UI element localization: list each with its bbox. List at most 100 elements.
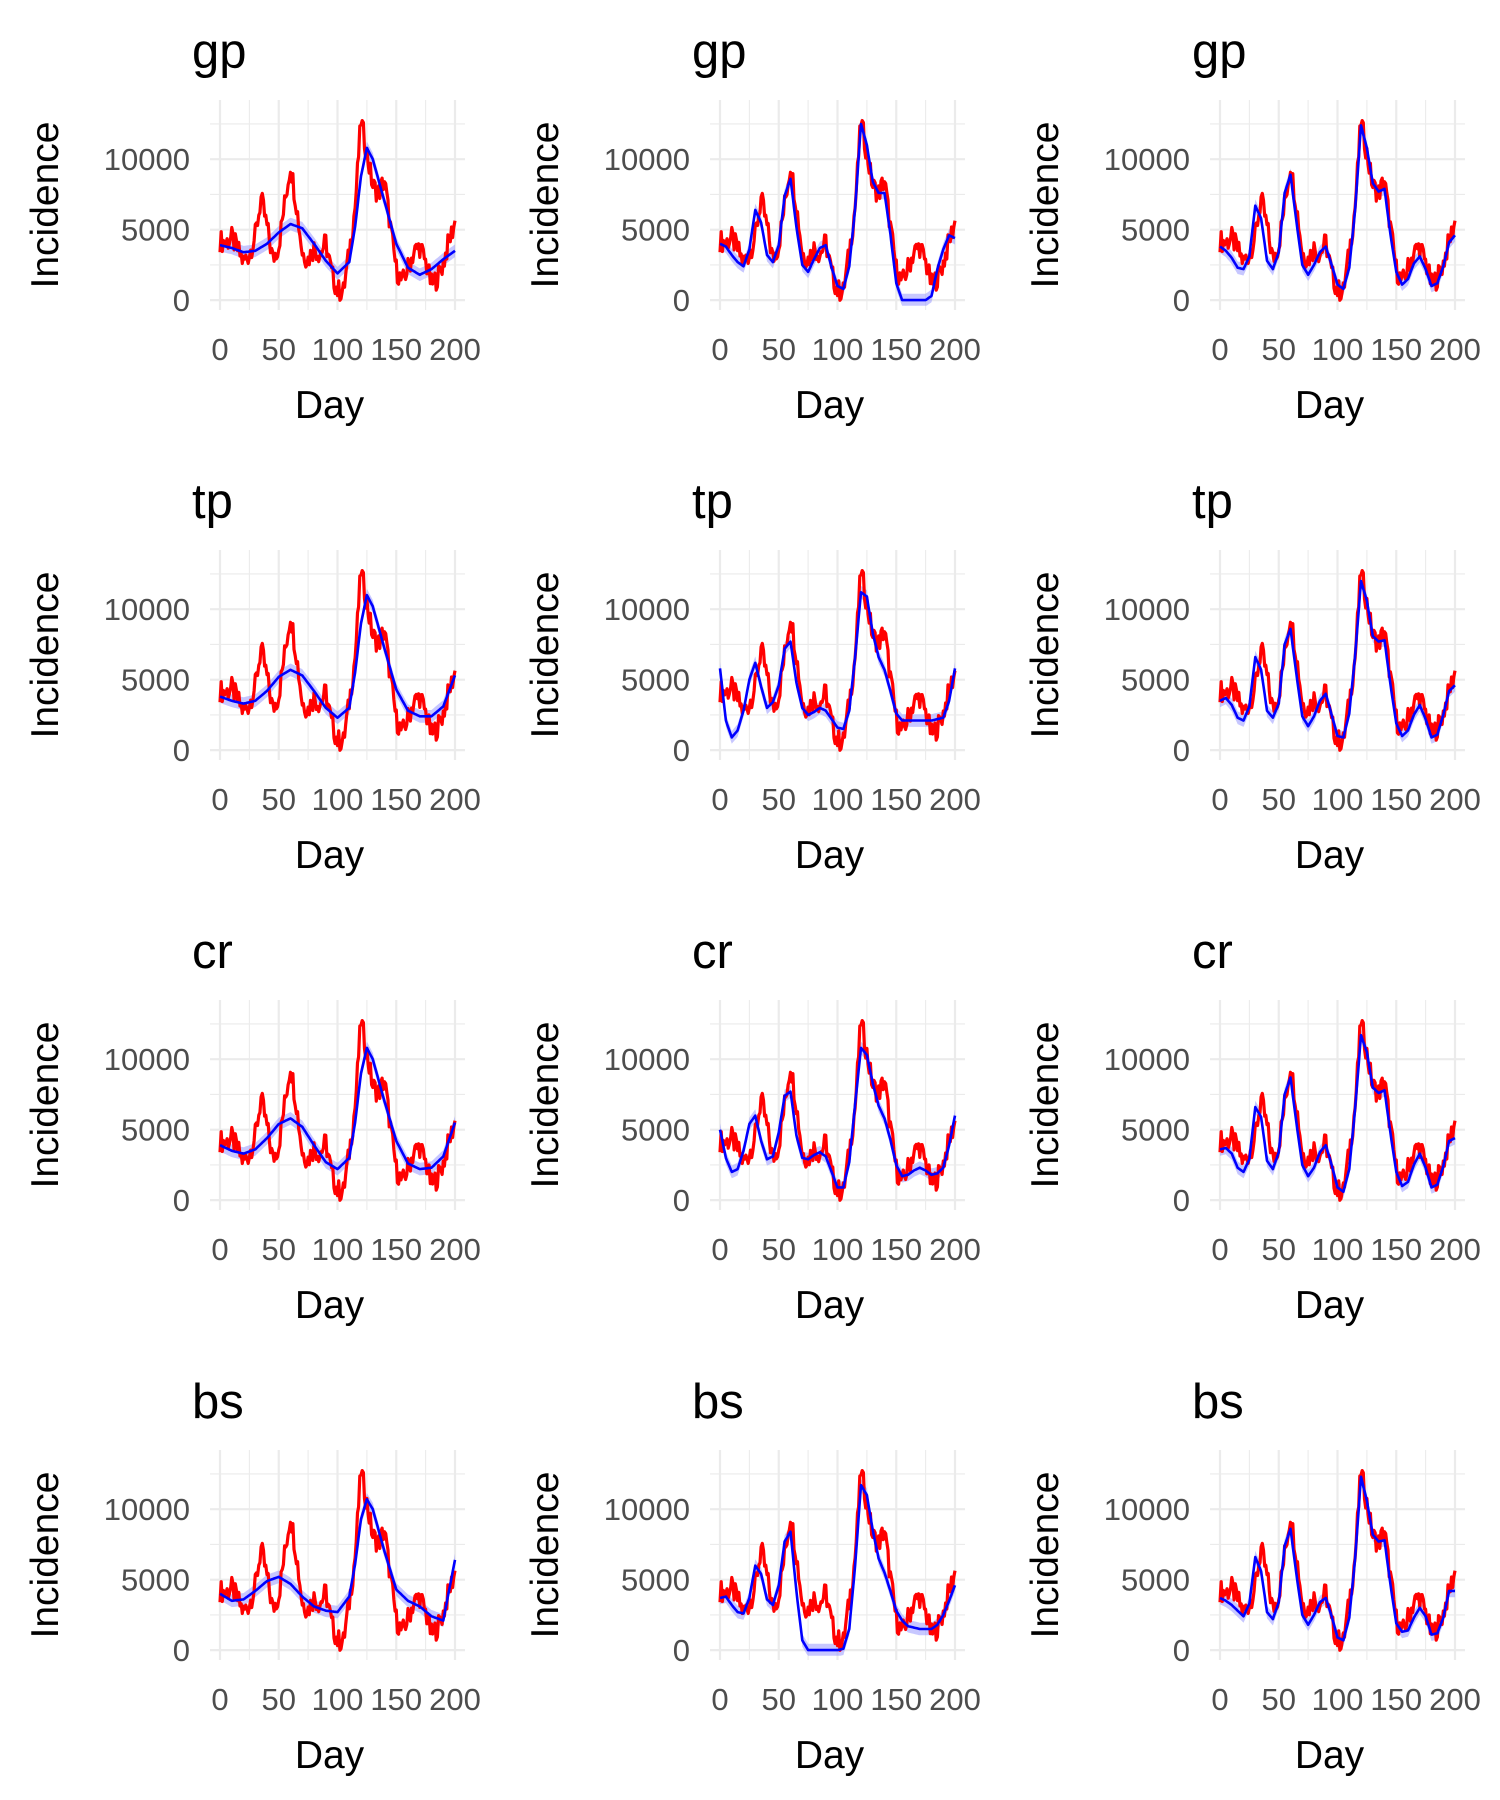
x-tick-label: 100 bbox=[312, 332, 364, 367]
y-tick-label: 5000 bbox=[621, 1113, 690, 1148]
y-axis-title: Incidence bbox=[24, 1472, 67, 1639]
x-tick-label: 150 bbox=[370, 782, 422, 817]
y-tick-label: 10000 bbox=[104, 142, 190, 177]
x-tick-label: 100 bbox=[812, 1232, 864, 1267]
x-tick-label: 100 bbox=[312, 782, 364, 817]
x-tick-label: 0 bbox=[711, 332, 728, 367]
panel-title: bs bbox=[692, 1375, 744, 1429]
y-tick-label: 0 bbox=[673, 1183, 690, 1218]
observed-incidence-line bbox=[718, 1468, 957, 1652]
y-tick-label: 10000 bbox=[604, 142, 690, 177]
y-tick-label: 0 bbox=[673, 1633, 690, 1668]
x-tick-label: 150 bbox=[870, 1232, 922, 1267]
y-axis-title: Incidence bbox=[1024, 572, 1067, 739]
observed-incidence-line bbox=[218, 568, 457, 752]
x-tick-label: 200 bbox=[1429, 782, 1481, 817]
x-axis-title: Day bbox=[795, 834, 865, 877]
y-tick-label: 5000 bbox=[121, 213, 190, 248]
observed-incidence-line bbox=[218, 1468, 457, 1652]
x-tick-label: 150 bbox=[1370, 332, 1422, 367]
x-tick-label: 150 bbox=[870, 1682, 922, 1717]
panel-title: tp bbox=[692, 475, 733, 529]
y-axis-title: Incidence bbox=[24, 1022, 67, 1189]
y-tick-label: 5000 bbox=[1121, 663, 1190, 698]
fitted-incidence-line bbox=[1219, 124, 1456, 291]
x-tick-label: 200 bbox=[429, 782, 481, 817]
observed-incidence-line bbox=[718, 568, 957, 752]
y-axis-title: Incidence bbox=[524, 122, 567, 289]
facet-panel-9: 0 50 100 150 200 0 5000 10000 Day Incidence cr bbox=[1024, 925, 1481, 1327]
y-tick-label: 0 bbox=[1173, 733, 1190, 768]
x-tick-label: 150 bbox=[370, 1232, 422, 1267]
x-tick-label: 150 bbox=[370, 332, 422, 367]
x-tick-label: 200 bbox=[429, 332, 481, 367]
x-tick-label: 50 bbox=[762, 332, 796, 367]
y-tick-label: 10000 bbox=[604, 592, 690, 627]
y-axis-title: Incidence bbox=[1024, 1472, 1067, 1639]
facet-panel-4: 0 50 100 150 200 0 5000 10000 Day Incidence tp bbox=[24, 475, 481, 877]
y-tick-label: 0 bbox=[173, 1183, 190, 1218]
fit-uncertainty-band bbox=[220, 1493, 455, 1627]
y-tick-label: 0 bbox=[1173, 1183, 1190, 1218]
x-tick-label: 50 bbox=[262, 782, 296, 817]
y-tick-label: 5000 bbox=[621, 663, 690, 698]
x-tick-label: 150 bbox=[370, 1682, 422, 1717]
panel-title: cr bbox=[1192, 925, 1233, 979]
y-tick-label: 5000 bbox=[1121, 1563, 1190, 1598]
x-tick-label: 100 bbox=[812, 782, 864, 817]
x-axis-title: Day bbox=[795, 1734, 865, 1777]
x-tick-label: 50 bbox=[1262, 1232, 1296, 1267]
panel-title: tp bbox=[192, 475, 233, 529]
y-axis-title: Incidence bbox=[524, 1022, 567, 1189]
panel-title: tp bbox=[1192, 475, 1233, 529]
facet-panel-11: 0 50 100 150 200 0 5000 10000 Day Incidence bs bbox=[524, 1375, 981, 1777]
x-tick-label: 200 bbox=[929, 1682, 981, 1717]
facet-panel-7: 0 50 100 150 200 0 5000 10000 Day Incidence cr bbox=[24, 925, 481, 1327]
x-tick-label: 100 bbox=[812, 1682, 864, 1717]
y-tick-label: 0 bbox=[673, 733, 690, 768]
fitted-incidence-line bbox=[718, 590, 957, 739]
x-tick-label: 100 bbox=[312, 1682, 364, 1717]
y-tick-label: 10000 bbox=[1104, 1492, 1190, 1527]
x-tick-label: 50 bbox=[762, 1682, 796, 1717]
y-tick-label: 0 bbox=[1173, 1633, 1190, 1668]
y-axis-title: Incidence bbox=[24, 122, 67, 289]
x-tick-label: 200 bbox=[929, 332, 981, 367]
y-tick-label: 0 bbox=[1173, 283, 1190, 318]
x-tick-label: 150 bbox=[1370, 782, 1422, 817]
y-tick-label: 5000 bbox=[121, 663, 190, 698]
x-tick-label: 0 bbox=[1211, 1232, 1228, 1267]
x-tick-label: 0 bbox=[211, 1682, 228, 1717]
x-axis-title: Day bbox=[295, 834, 365, 877]
y-tick-label: 10000 bbox=[1104, 592, 1190, 627]
panel-title: bs bbox=[192, 1375, 244, 1429]
panel-title: cr bbox=[692, 925, 733, 979]
y-tick-label: 5000 bbox=[1121, 213, 1190, 248]
observed-incidence-line bbox=[718, 118, 957, 302]
y-tick-label: 10000 bbox=[104, 1042, 190, 1077]
panel-title: bs bbox=[1192, 1375, 1244, 1429]
facet-panel-2: 0 50 100 150 200 0 5000 10000 Day Incidence gp bbox=[524, 25, 981, 427]
x-axis-title: Day bbox=[795, 384, 865, 427]
facet-panel-12: 0 50 100 150 200 0 5000 10000 Day Incidence bs bbox=[1024, 1375, 1481, 1777]
facet-panel-1: 0 50 100 150 200 0 5000 10000 Day Incidence gp bbox=[24, 25, 481, 427]
x-tick-label: 0 bbox=[711, 1232, 728, 1267]
fitted-incidence-line bbox=[1219, 1475, 1456, 1642]
panel-title: gp bbox=[192, 25, 247, 79]
x-axis-title: Day bbox=[1295, 1734, 1365, 1777]
panel-title: gp bbox=[1192, 25, 1247, 79]
x-tick-label: 0 bbox=[711, 782, 728, 817]
y-tick-label: 10000 bbox=[1104, 1042, 1190, 1077]
fitted-incidence-line bbox=[719, 1483, 957, 1652]
y-tick-label: 5000 bbox=[621, 213, 690, 248]
x-tick-label: 150 bbox=[1370, 1682, 1422, 1717]
x-axis-title: Day bbox=[1295, 384, 1365, 427]
facet-panel-10: 0 50 100 150 200 0 5000 10000 Day Incidence bs bbox=[24, 1375, 481, 1777]
y-tick-label: 0 bbox=[173, 283, 190, 318]
x-tick-label: 0 bbox=[1211, 332, 1228, 367]
y-tick-label: 10000 bbox=[604, 1492, 690, 1527]
x-tick-label: 200 bbox=[1429, 1232, 1481, 1267]
y-tick-label: 5000 bbox=[621, 1563, 690, 1598]
x-axis-title: Day bbox=[295, 1284, 365, 1327]
x-tick-label: 50 bbox=[1262, 1682, 1296, 1717]
